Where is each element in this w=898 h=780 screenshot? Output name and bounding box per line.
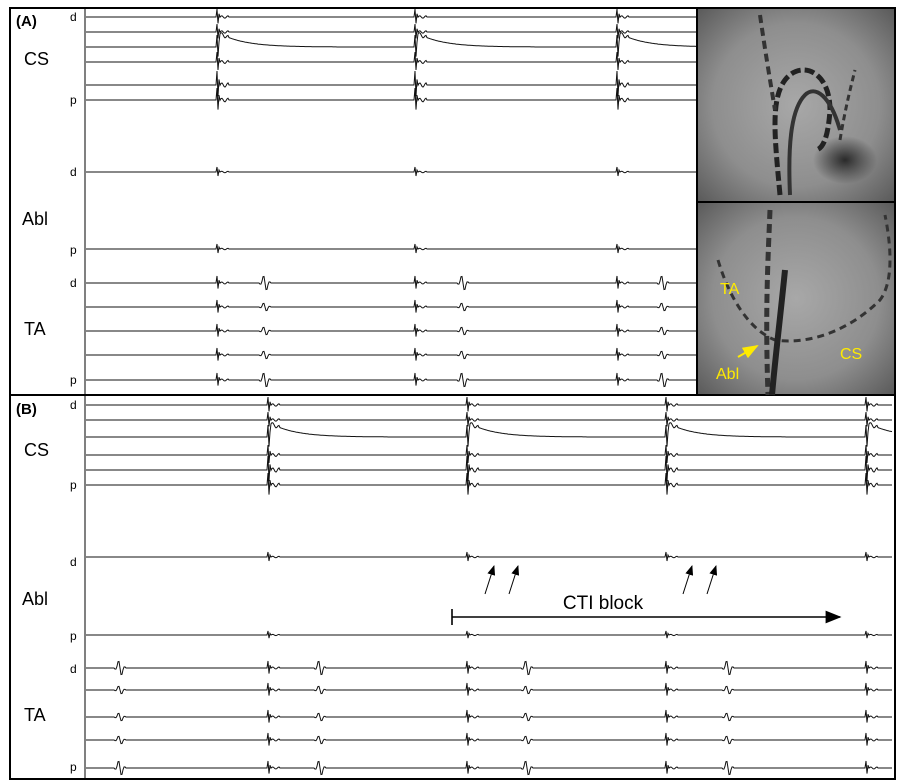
group-label: TA: [24, 705, 46, 725]
egm-trace: [86, 473, 892, 495]
image-label: CS: [840, 346, 862, 363]
egm-trace: [86, 710, 892, 723]
egm-trace: [86, 71, 696, 96]
egm-trace: [86, 761, 892, 775]
panel-label: (B): [16, 401, 37, 418]
panel-label: (A): [16, 13, 37, 30]
pole-label: p: [70, 93, 77, 107]
egm-trace: [86, 445, 892, 463]
panel-b-frame: [10, 395, 895, 779]
egm-trace: [86, 552, 892, 561]
page: {"panel_a": {"label": "(A)", "groups": […: [0, 0, 898, 780]
figure: TA Abl CS (A) (B) CS d p Abl d p TA d p …: [0, 0, 898, 780]
egm-trace: [86, 733, 892, 746]
activation-arrows: [485, 566, 716, 594]
pole-label: p: [70, 243, 77, 257]
pole-label: d: [70, 10, 77, 24]
egm-trace: [86, 33, 696, 57]
group-label: Abl: [22, 209, 48, 229]
egm-trace: [86, 324, 696, 337]
group-label: CS: [24, 49, 49, 69]
group-label: TA: [24, 319, 46, 339]
pole-label: d: [70, 398, 77, 412]
pole-label: p: [70, 760, 77, 774]
pole-label: p: [70, 373, 77, 387]
egm-trace: [86, 244, 696, 253]
egm-trace: [86, 300, 696, 313]
egm-trace: [86, 456, 892, 481]
egm-trace: [86, 24, 696, 38]
egm-trace: [86, 348, 696, 361]
egm-trace: [86, 88, 696, 110]
egm-trace: [86, 9, 696, 23]
egm-trace: [86, 52, 696, 70]
egm-trace: [86, 423, 892, 447]
fluoroscopy-top: [697, 8, 895, 202]
egm-trace: [86, 412, 892, 426]
egm-trace: [86, 683, 892, 696]
egm-trace: [86, 397, 892, 411]
pole-label: d: [70, 555, 77, 569]
group-label: CS: [24, 440, 49, 460]
egm-trace: [86, 373, 696, 387]
egm-trace: [86, 167, 696, 176]
pole-label: d: [70, 165, 77, 179]
egm-trace: [86, 276, 696, 290]
egm-trace: [86, 631, 892, 638]
image-label: TA: [720, 281, 740, 298]
pole-label: p: [70, 478, 77, 492]
pole-label: p: [70, 629, 77, 643]
pole-label: d: [70, 662, 77, 676]
egm-trace: [86, 661, 892, 675]
image-label: Abl: [716, 366, 739, 383]
group-label: Abl: [22, 589, 48, 609]
annotation: CTI block: [563, 593, 644, 614]
pole-label: d: [70, 276, 77, 290]
